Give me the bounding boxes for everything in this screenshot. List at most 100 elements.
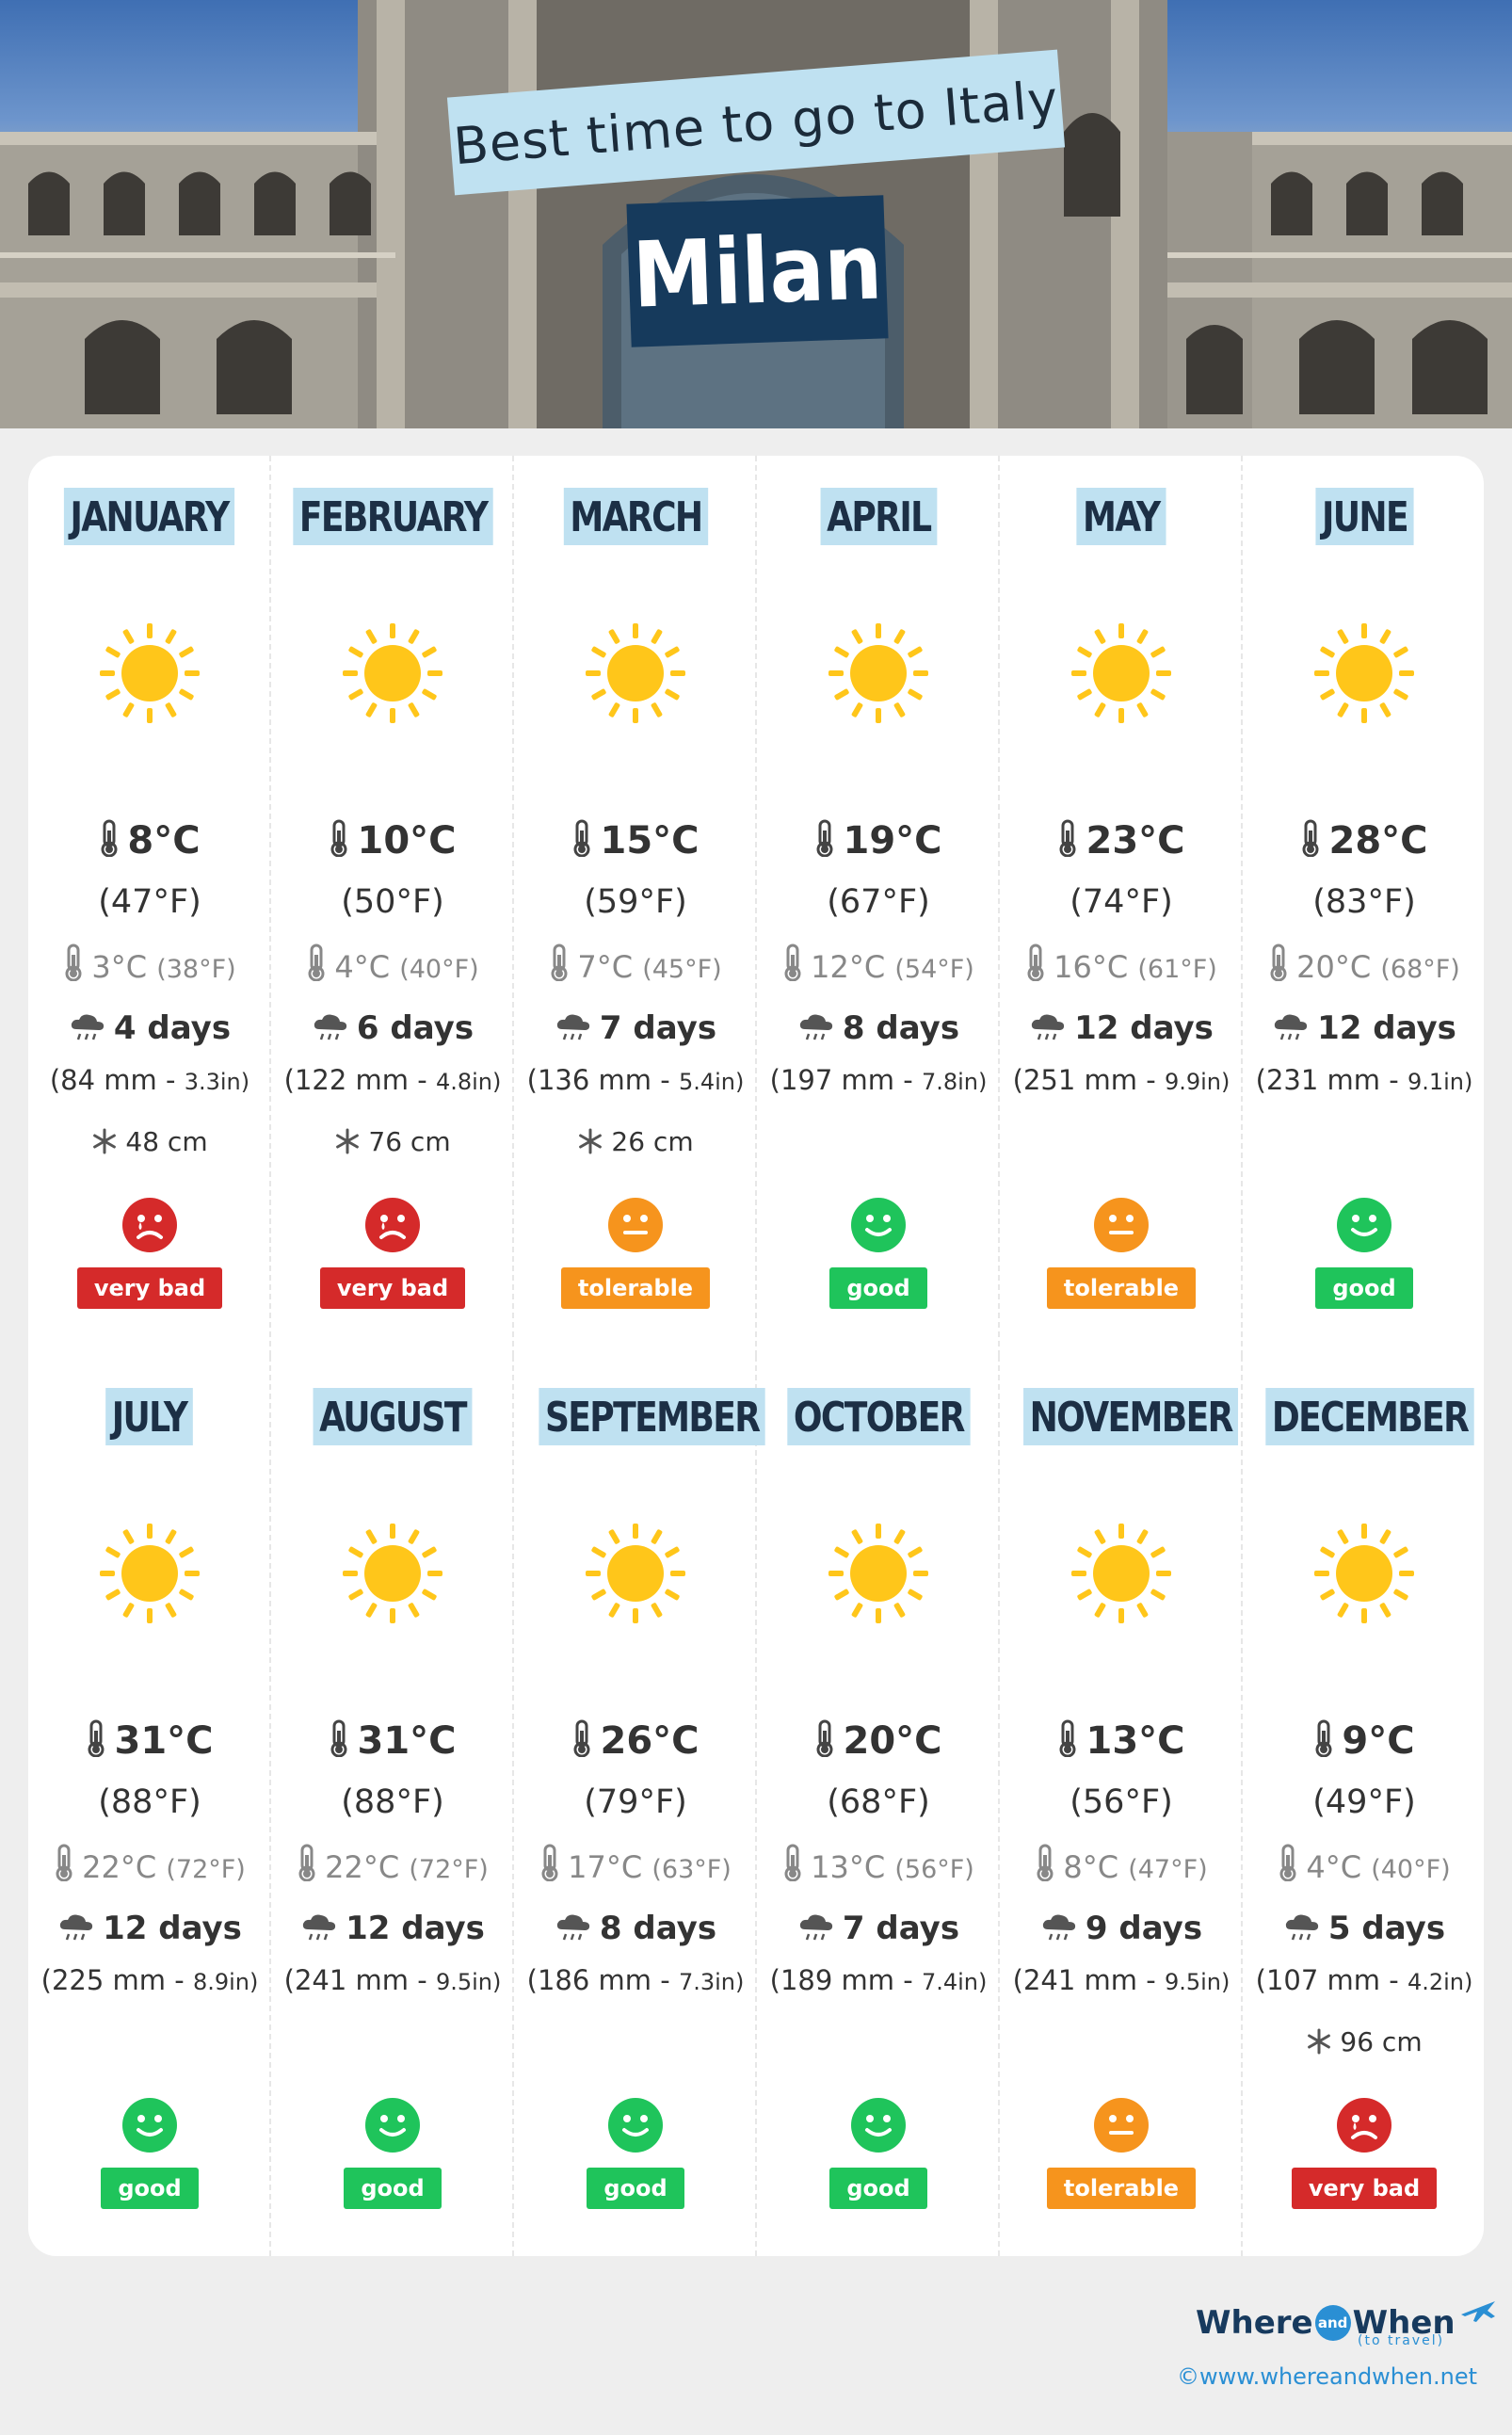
min-temperature: 7°C (45°F): [514, 943, 757, 985]
min-temp-c: 12°C: [811, 949, 886, 985]
rating-badge: tolerable: [1000, 2168, 1243, 2209]
rain-cloud-icon: [555, 1009, 600, 1047]
min-temp-c: 13°C: [811, 1849, 886, 1885]
thermometer-icon: [782, 1844, 811, 1885]
monthly-climate-grid: JANUARY 8°C (47°F) 3°C (38°F) 4 days (84…: [28, 456, 1484, 2256]
rain-in: 8.9in): [192, 1969, 259, 1995]
min-temp-f: (72°F): [166, 1855, 246, 1884]
snowflake-icon: [577, 1126, 611, 1157]
min-temp-c: 7°C: [577, 949, 634, 985]
max-temp-c: 10°C: [357, 819, 457, 863]
thermometer-icon: [99, 819, 127, 863]
rating-label: very bad: [319, 1267, 466, 1309]
month-label: MAY: [1000, 488, 1243, 545]
max-temperature: 31°C: [28, 1719, 271, 1763]
brand-when: When: [1352, 2304, 1456, 2342]
max-temp-f: (67°F): [827, 883, 930, 921]
thermometer-icon: [1278, 1844, 1306, 1885]
rain-days-value: 12 days: [103, 1910, 242, 1947]
min-temperature: 3°C (38°F): [28, 943, 271, 985]
column-divider: [998, 456, 1000, 1356]
rain-in: 7.4in): [921, 1969, 988, 1995]
rain-mm: (189 mm -: [769, 1964, 922, 1996]
month-label: AUGUST: [271, 1388, 514, 1445]
snowflake-icon: [334, 1126, 368, 1157]
rain-in: 7.8in): [921, 1069, 988, 1095]
thermometer-icon: [1300, 819, 1328, 863]
column-divider: [269, 456, 271, 1356]
min-temp-c: 22°C: [82, 1849, 157, 1885]
month-label: NOVEMBER: [1000, 1388, 1243, 1445]
min-temp-c: 3°C: [91, 949, 148, 985]
min-temp-f: (40°F): [399, 955, 479, 984]
neutral-face-icon: [1094, 1198, 1149, 1252]
min-temperature: 8°C (47°F): [1000, 1844, 1243, 1885]
sun-icon: [584, 621, 687, 725]
rainfall-amount: (251 mm - 9.9in): [1000, 1064, 1243, 1096]
month-column-september: SEPTEMBER 26°C (79°F) 17°C (63°F) 8 days…: [514, 1356, 765, 2256]
rainfall-amount: (241 mm - 9.5in): [1000, 1964, 1243, 1996]
rain-mm: (241 mm -: [283, 1964, 436, 1996]
thermometer-icon: [306, 943, 334, 985]
rain-in: 4.8in): [435, 1069, 502, 1095]
month-name: FEBRUARY: [293, 488, 493, 545]
thermometer-icon: [297, 1844, 325, 1885]
rain-days-value: 7 days: [599, 1009, 717, 1047]
city-title: Milan: [626, 195, 889, 347]
thermometer-icon: [571, 819, 600, 863]
brand-tagline: (to travel): [1358, 2333, 1445, 2348]
min-temp-c: 22°C: [325, 1849, 400, 1885]
month-column-april: APRIL 19°C (67°F) 12°C (54°F) 8 days (19…: [757, 456, 1000, 1356]
brand-and-badge: and: [1314, 2305, 1351, 2341]
thermometer-icon: [539, 1844, 568, 1885]
max-temp-c: 9°C: [1342, 1719, 1415, 1763]
rain-mm: (231 mm -: [1255, 1064, 1407, 1096]
brand-logo[interactable]: Where and When (to travel): [1196, 2298, 1504, 2348]
rain-days: 12 days: [28, 1910, 271, 1947]
rating-label: tolerable: [1046, 1267, 1197, 1309]
rating-label: very bad: [1291, 2168, 1438, 2209]
month-column-november: NOVEMBER 13°C (56°F) 8°C (47°F) 9 days (…: [1000, 1356, 1243, 2256]
thermometer-icon: [814, 819, 843, 863]
rating-badge: very bad: [1243, 2168, 1486, 2209]
max-temp-c: 20°C: [843, 1719, 942, 1763]
max-temp-f: (74°F): [1070, 883, 1173, 921]
rain-cloud-icon: [1029, 1009, 1074, 1047]
month-label: SEPTEMBER: [514, 1388, 765, 1445]
max-temp-c: 31°C: [114, 1719, 214, 1763]
copyright-link[interactable]: ©www.whereandwhen.net: [1177, 2363, 1478, 2390]
snow-value: 76 cm: [368, 1126, 451, 1157]
thermometer-icon: [549, 943, 577, 985]
column-divider: [998, 1356, 1000, 2256]
max-temperature: 23°C: [1000, 819, 1243, 863]
snow-value: 26 cm: [611, 1126, 694, 1157]
month-name: MARCH: [563, 488, 708, 545]
max-temp-f: (49°F): [1312, 1783, 1416, 1821]
rain-in: 5.4in): [678, 1069, 745, 1095]
thermometer-icon: [814, 1719, 843, 1763]
min-temp-c: 8°C: [1063, 1849, 1119, 1885]
max-temperature: 31°C: [271, 1719, 514, 1763]
min-temp-f: (68°F): [1380, 955, 1460, 984]
min-temp-f: (61°F): [1137, 955, 1217, 984]
min-temp-f: (63°F): [651, 1855, 732, 1884]
min-temp-f: (45°F): [642, 955, 722, 984]
min-temp-c: 4°C: [334, 949, 391, 985]
thermometer-icon: [54, 1844, 82, 1885]
rating-label: tolerable: [1046, 2168, 1197, 2209]
rating-label: good: [1315, 1267, 1413, 1309]
max-temp-f: (59°F): [584, 883, 687, 921]
rating-badge: good: [1243, 1267, 1486, 1309]
rain-days: 12 days: [271, 1910, 514, 1947]
thermometer-icon: [329, 819, 357, 863]
sad-face-icon: [122, 1198, 177, 1252]
snowflake-icon: [91, 1126, 125, 1157]
min-temperature: 22°C (72°F): [271, 1844, 514, 1885]
thermometer-icon: [63, 943, 91, 985]
rain-mm: (251 mm -: [1012, 1064, 1165, 1096]
rain-days: 4 days: [28, 1009, 271, 1047]
rating-badge: very bad: [271, 1267, 514, 1309]
rain-days: 5 days: [1243, 1910, 1486, 1947]
month-label: JULY: [28, 1388, 271, 1445]
column-divider: [512, 1356, 514, 2256]
